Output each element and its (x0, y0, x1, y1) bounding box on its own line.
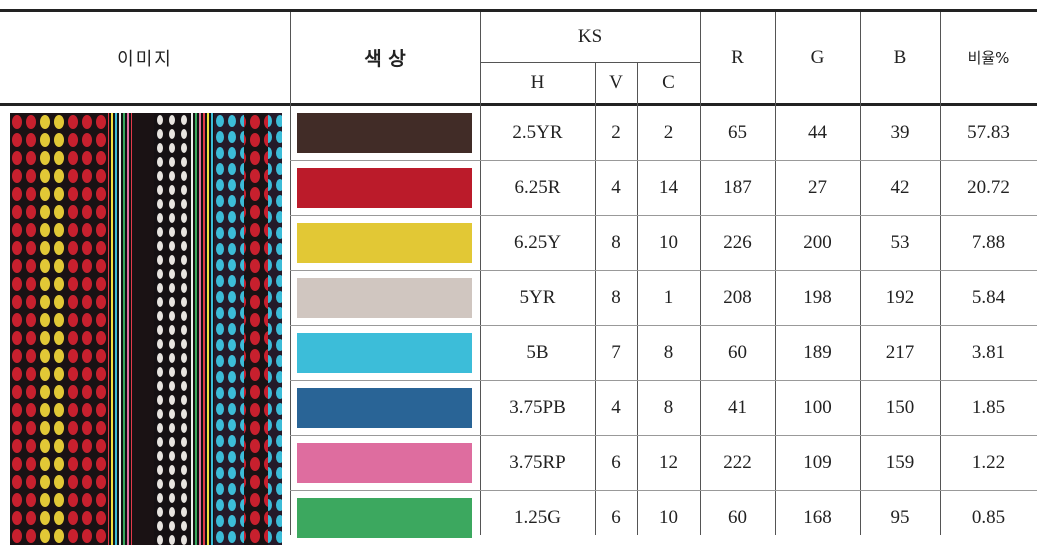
cell-c: 8 (663, 396, 674, 418)
cell-b: 159 (885, 451, 915, 473)
cell-b: 39 (890, 121, 910, 143)
cell-g: 198 (803, 286, 832, 308)
cell-c: 10 (659, 506, 678, 528)
cell-c: 1 (663, 286, 674, 308)
cell-h: 2.5YR (512, 121, 563, 143)
cell-b: 192 (885, 286, 915, 308)
cell-h: 3.75PB (509, 396, 566, 418)
color-swatch (297, 113, 472, 153)
cell-v: 7 (611, 341, 621, 363)
header-r: R (731, 46, 744, 68)
cell-ratio: 1.85 (971, 396, 1006, 418)
cell-b: 150 (885, 396, 915, 418)
cell-r: 222 (723, 451, 752, 473)
cell-r: 60 (728, 341, 747, 363)
cell-h: 6.25R (514, 176, 561, 198)
cell-h: 5B (526, 341, 549, 363)
textile-image (10, 113, 282, 545)
cell-ratio: 0.85 (971, 506, 1006, 528)
cell-g: 109 (803, 451, 832, 473)
cell-ratio: 20.72 (967, 176, 1010, 198)
cell-r: 65 (728, 121, 747, 143)
color-swatch (297, 223, 472, 263)
cell-v: 2 (611, 121, 621, 143)
column-rule (700, 12, 701, 535)
header-g: G (810, 46, 825, 68)
cell-b: 42 (890, 176, 910, 198)
cell-v: 8 (611, 286, 621, 308)
color-swatch (297, 498, 472, 538)
column-rule (860, 12, 861, 535)
cell-h: 1.25G (514, 506, 561, 528)
cell-v: 8 (611, 231, 621, 253)
header-h: H (530, 72, 545, 93)
column-rule (290, 12, 291, 535)
row-rule (290, 215, 1037, 216)
cell-v: 6 (611, 451, 621, 473)
ks-rule (480, 62, 700, 63)
cell-h: 5YR (519, 286, 556, 308)
cell-c: 10 (659, 231, 678, 253)
header-ratio: 비율% (967, 49, 1010, 67)
cell-b: 95 (890, 506, 910, 528)
color-swatch (297, 333, 472, 373)
cell-ratio: 3.81 (971, 341, 1006, 363)
row-rule (290, 490, 1037, 491)
cell-c: 8 (663, 341, 674, 363)
header-ks: KS (577, 26, 603, 47)
color-swatch (297, 278, 472, 318)
cell-r: 187 (723, 176, 752, 198)
cell-r: 208 (723, 286, 752, 308)
column-rule (940, 12, 941, 535)
cell-ratio: 57.83 (967, 121, 1010, 143)
cell-ratio: 7.88 (971, 231, 1006, 253)
row-rule (290, 380, 1037, 381)
cell-b: 217 (885, 341, 915, 363)
column-rule (595, 62, 596, 535)
cell-v: 4 (611, 396, 621, 418)
color-swatch (297, 168, 472, 208)
cell-b: 53 (890, 231, 910, 253)
cell-g: 44 (808, 121, 827, 143)
cell-c: 12 (659, 451, 678, 473)
header-b: B (893, 46, 907, 68)
column-rule (775, 12, 776, 535)
cell-ratio: 1.22 (971, 451, 1006, 473)
header-rule (0, 103, 1037, 106)
cell-ratio: 5.84 (971, 286, 1006, 308)
cell-g: 100 (803, 396, 832, 418)
cell-v: 4 (611, 176, 621, 198)
cell-r: 226 (723, 231, 752, 253)
color-swatch (297, 388, 472, 428)
row-rule (290, 435, 1037, 436)
top-rule (0, 9, 1037, 12)
cell-h: 3.75RP (509, 451, 566, 473)
cell-c: 2 (663, 121, 674, 143)
row-rule (290, 270, 1037, 271)
header-v: V (609, 72, 623, 93)
row-rule (290, 325, 1037, 326)
cell-c: 14 (659, 176, 678, 198)
cell-g: 189 (803, 341, 832, 363)
cell-h: 6.25Y (514, 231, 561, 253)
row-rule (290, 160, 1037, 161)
color-swatch (297, 443, 472, 483)
cell-r: 41 (728, 396, 747, 418)
header-color: 색 상 (364, 48, 406, 70)
cell-g: 27 (808, 176, 827, 198)
cell-r: 60 (728, 506, 747, 528)
cell-v: 6 (611, 506, 621, 528)
cell-g: 168 (803, 506, 832, 528)
header-image: 이미지 (117, 48, 173, 70)
column-rule (637, 62, 638, 535)
column-rule (480, 12, 481, 535)
cell-g: 200 (803, 231, 832, 253)
header-c: C (662, 72, 675, 93)
